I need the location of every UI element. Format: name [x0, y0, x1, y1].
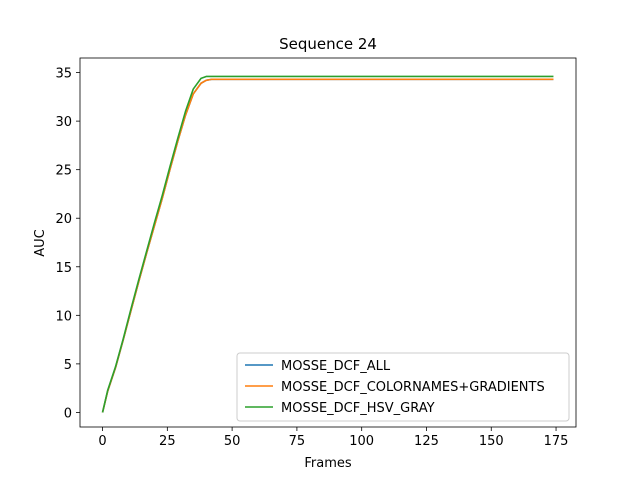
x-tick-label: 100 — [349, 434, 374, 449]
legend-label-3: MOSSE_DCF_HSV_GRAY — [281, 401, 435, 416]
legend-label-2: MOSSE_DCF_COLORNAMES+GRADIENTS — [281, 380, 545, 395]
legend-box — [236, 352, 570, 422]
x-axis: 0 25 50 75 100 125 150 175 — [98, 427, 568, 449]
x-tick-label: 25 — [159, 434, 176, 449]
y-tick-label: 35 — [55, 67, 72, 82]
plot-frame — [79, 57, 577, 428]
legend: MOSSE_DCF_ALL MOSSE_DCF_COLORNAMES+GRADIE… — [236, 352, 570, 422]
chart-title: Sequence 24 — [279, 35, 377, 53]
x-tick-label: 75 — [289, 434, 306, 449]
x-axis-label: Frames — [304, 456, 352, 471]
y-tick-label: 15 — [55, 261, 72, 276]
series-line-3 — [101, 75, 554, 413]
y-axis: 0 5 10 15 20 25 30 35 — [55, 67, 80, 421]
y-tick-label: 20 — [55, 212, 72, 227]
x-tick-label: 50 — [224, 434, 241, 449]
y-tick-label: 30 — [55, 115, 72, 130]
y-axis-label: AUC — [33, 229, 48, 257]
x-tick-label: 0 — [98, 434, 106, 449]
x-tick-label: 125 — [414, 434, 439, 449]
y-tick-label: 10 — [55, 309, 72, 324]
y-tick-label: 0 — [64, 406, 72, 421]
x-tick-label: 175 — [544, 434, 569, 449]
legend-label-1: MOSSE_DCF_ALL — [281, 359, 391, 374]
y-tick-label: 5 — [64, 358, 72, 373]
y-tick-label: 25 — [55, 164, 72, 179]
x-tick-label: 150 — [479, 434, 504, 449]
